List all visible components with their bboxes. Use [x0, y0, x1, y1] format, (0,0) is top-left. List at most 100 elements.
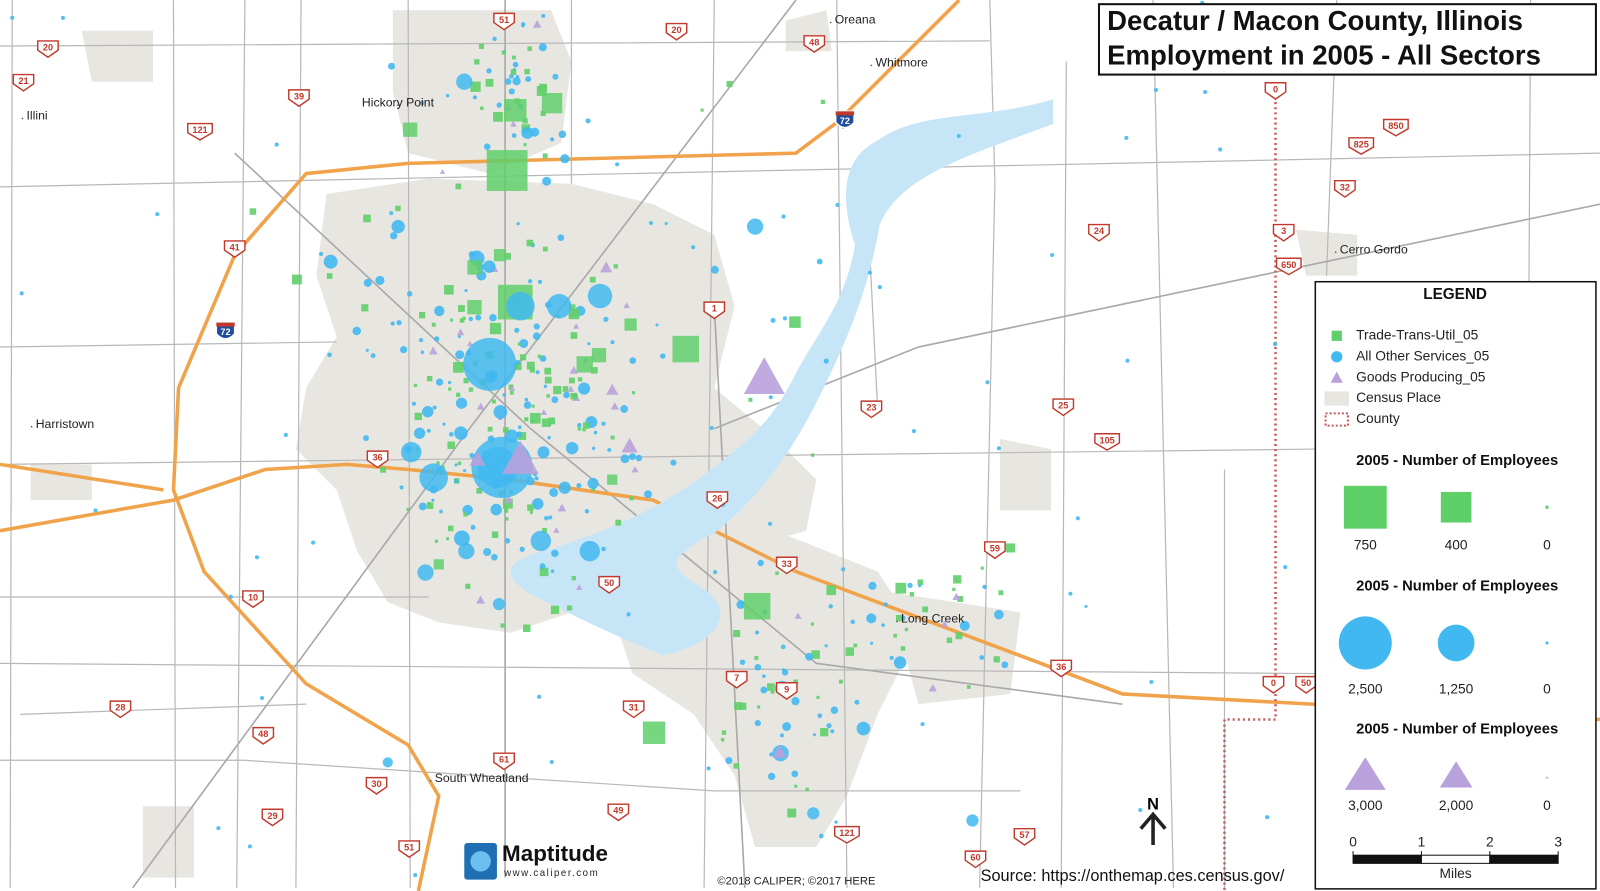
services-symbol — [629, 357, 637, 364]
route-shield — [1382, 118, 1409, 137]
east-area — [1000, 438, 1052, 511]
services-symbol — [418, 502, 427, 511]
route-label: 28 — [115, 703, 125, 713]
route-label: 25 — [1058, 401, 1068, 411]
place-label: Hickory Point — [362, 95, 435, 109]
trade-symbol — [591, 348, 607, 363]
trade-symbol — [419, 312, 426, 319]
route-shield — [860, 400, 883, 419]
services-symbol — [739, 659, 746, 665]
services-symbol — [603, 316, 609, 322]
services-symbol — [551, 396, 559, 404]
trade-symbol — [291, 274, 302, 285]
goods-symbol — [610, 402, 619, 410]
services-symbol — [508, 73, 514, 79]
place-dot — [870, 64, 873, 67]
trade-symbol — [524, 68, 530, 75]
scale-unit: Miles — [1440, 866, 1472, 881]
trade-symbol — [518, 432, 527, 441]
services-symbol — [585, 118, 591, 124]
services-symbol — [10, 15, 15, 20]
route-shield — [109, 700, 132, 719]
services-symbol — [375, 275, 385, 285]
trade-symbol — [550, 605, 560, 615]
trade-symbol — [504, 252, 512, 260]
trade-symbol — [544, 376, 552, 384]
trade-symbol — [455, 183, 462, 190]
trade-symbol — [470, 81, 481, 92]
trade-symbol — [433, 559, 444, 570]
trade-symbol — [444, 285, 454, 295]
goods-symbol — [631, 466, 639, 473]
services-symbol — [363, 435, 369, 442]
services-symbol — [841, 567, 846, 572]
services-symbol — [365, 348, 369, 352]
services-symbol — [548, 515, 553, 520]
services-symbol — [805, 652, 813, 661]
services-symbol — [502, 393, 506, 397]
legend-swatch — [1324, 412, 1349, 427]
title-line: Decatur / Macon County, Illinois — [1107, 5, 1523, 36]
logo-name: Maptitude — [502, 841, 608, 866]
services-symbol — [620, 454, 630, 464]
legend-size-symbol — [1437, 624, 1475, 662]
services-symbol — [856, 721, 871, 736]
services-symbol — [767, 772, 776, 781]
services-symbol — [1265, 815, 1270, 820]
trade-symbol — [523, 143, 527, 147]
lake — [510, 99, 1054, 656]
trade-symbol — [826, 585, 837, 596]
services-symbol — [537, 694, 542, 699]
services-symbol — [546, 293, 572, 319]
trade-symbol — [447, 441, 455, 449]
trade-symbol — [568, 377, 575, 384]
services-symbol — [363, 278, 372, 287]
trade-symbol — [542, 246, 548, 252]
route-shield — [1264, 82, 1287, 100]
services-symbol — [486, 68, 492, 74]
services-symbol — [900, 615, 906, 621]
services-symbol — [417, 564, 434, 581]
place-dot — [829, 21, 832, 24]
services-symbol — [433, 336, 440, 342]
trade-symbol — [793, 679, 798, 684]
goods-symbol — [557, 503, 567, 512]
services-symbol — [591, 446, 596, 450]
trade-symbol — [541, 92, 563, 114]
legend-size-label: 1,250 — [1439, 682, 1474, 697]
services-symbol — [216, 826, 221, 831]
services-symbol — [782, 722, 792, 731]
legend-size-symbol — [1545, 776, 1549, 779]
route-label: 3 — [1281, 226, 1286, 236]
services-symbol — [959, 620, 970, 631]
goods-symbol — [952, 592, 961, 601]
trade-symbol — [537, 354, 542, 359]
trade-symbol — [548, 417, 556, 425]
services-symbol — [504, 538, 511, 544]
trade-symbol — [810, 453, 815, 457]
route-shield — [725, 670, 748, 689]
trade-symbol — [508, 384, 514, 390]
goods-symbol — [606, 383, 619, 395]
route-shield — [398, 840, 421, 859]
trade-symbol — [895, 614, 903, 622]
route-shield — [1052, 398, 1075, 417]
trade-symbol — [570, 332, 578, 339]
logo: Maptitude www.caliper.com — [464, 841, 608, 880]
services-symbol — [515, 359, 521, 365]
legend-swatch — [1331, 351, 1343, 363]
route-label: 29 — [267, 811, 277, 821]
services-symbol — [519, 338, 529, 349]
services-symbol — [411, 401, 417, 406]
trade-symbol — [541, 418, 551, 427]
county-line — [1223, 91, 1277, 891]
services-symbol — [1084, 604, 1088, 608]
services-symbol — [401, 441, 422, 463]
trade-symbol — [514, 362, 522, 371]
services-symbol — [866, 613, 877, 624]
services-symbol — [504, 78, 512, 85]
services-symbol — [558, 130, 567, 139]
services-symbol — [319, 251, 324, 256]
trade-symbol — [582, 427, 586, 432]
services-symbol — [587, 342, 591, 346]
